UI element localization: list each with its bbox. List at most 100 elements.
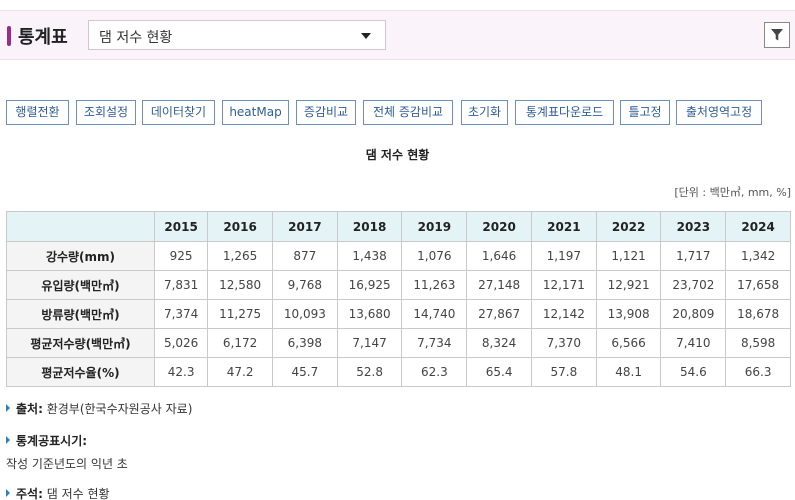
year-header: 2021 bbox=[530, 211, 597, 242]
table-cell: 18,678 bbox=[725, 299, 791, 329]
table-cell: 23,702 bbox=[660, 270, 727, 300]
publish-label: 통계공표시기: bbox=[16, 434, 88, 448]
table-row: 방류량(백만㎥) 7,374 11,275 10,093 13,680 14,7… bbox=[6, 299, 791, 329]
toolbar-button-transpose[interactable]: 행렬전환 bbox=[6, 100, 69, 125]
table-cell: 7,831 bbox=[153, 270, 209, 300]
table-cell: 52.8 bbox=[336, 357, 403, 387]
table-cell: 65.4 bbox=[466, 357, 532, 387]
table-cell: 12,580 bbox=[207, 270, 273, 300]
year-header: 2019 bbox=[401, 211, 468, 242]
chevron-down-icon bbox=[361, 33, 371, 39]
toolbar-button-find-data[interactable]: 데이터찾기 bbox=[142, 100, 215, 125]
toolbar-button-compare[interactable]: 증감비교 bbox=[296, 100, 356, 125]
table-cell: 10,093 bbox=[271, 299, 338, 329]
filter-icon bbox=[771, 29, 783, 41]
title-accent-bar bbox=[7, 26, 11, 46]
table-cell: 57.8 bbox=[530, 357, 597, 387]
bullet-arrow-icon bbox=[6, 404, 10, 412]
source-label: 출처: bbox=[16, 402, 43, 416]
table-cell: 9,768 bbox=[271, 270, 338, 300]
table-cell: 48.1 bbox=[595, 357, 662, 387]
table-cell: 1,265 bbox=[207, 241, 273, 271]
table-cell: 27,867 bbox=[466, 299, 532, 329]
bullet-arrow-icon bbox=[6, 489, 10, 497]
table-cell: 1,121 bbox=[595, 241, 662, 271]
table-cell: 27,148 bbox=[466, 270, 532, 300]
table-title: 댐 저수 현황 bbox=[365, 148, 430, 162]
row-label: 방류량(백만㎥) bbox=[6, 299, 155, 329]
table-cell: 8,324 bbox=[466, 328, 532, 358]
table-cell: 877 bbox=[271, 241, 338, 271]
publish-note: 통계공표시기: bbox=[6, 432, 87, 449]
page-title: 통계표 bbox=[18, 27, 68, 48]
publish-value: 작성 기준년도의 익년 초 bbox=[6, 457, 128, 471]
table-cell: 7,370 bbox=[530, 328, 597, 358]
stats-table: 2015 2016 2017 2018 2019 2020 2021 2022 … bbox=[6, 211, 791, 387]
table-cell: 13,908 bbox=[595, 299, 662, 329]
row-label: 평균저수율(%) bbox=[6, 357, 155, 387]
table-row: 평균저수량(백만㎥) 5,026 6,172 6,398 7,147 7,734… bbox=[6, 328, 791, 358]
table-cell: 11,275 bbox=[207, 299, 273, 329]
table-cell: 20,809 bbox=[660, 299, 727, 329]
table-cell: 62.3 bbox=[401, 357, 468, 387]
table-cell: 1,646 bbox=[466, 241, 532, 271]
row-label: 유입량(백만㎥) bbox=[6, 270, 155, 300]
table-cell: 1,717 bbox=[660, 241, 727, 271]
table-cell: 12,171 bbox=[530, 270, 597, 300]
bullet-arrow-icon bbox=[6, 436, 10, 444]
toolbar-button-reset[interactable]: 초기화 bbox=[461, 100, 508, 125]
table-cell: 6,172 bbox=[207, 328, 273, 358]
table-cell: 42.3 bbox=[153, 357, 209, 387]
table-cell: 12,921 bbox=[595, 270, 662, 300]
source-note: 출처: 환경부(한국수자원공사 자료) bbox=[6, 400, 192, 417]
table-cell: 7,147 bbox=[336, 328, 403, 358]
toolbar-button-freeze[interactable]: 틀고정 bbox=[620, 100, 670, 125]
table-cell: 1,342 bbox=[725, 241, 791, 271]
table-row: 유입량(백만㎥) 7,831 12,580 9,768 16,925 11,26… bbox=[6, 270, 791, 300]
toolbar-button-compare-all[interactable]: 전체 증감비교 bbox=[363, 100, 453, 125]
year-header: 2015 bbox=[153, 211, 209, 242]
table-header-row: 2015 2016 2017 2018 2019 2020 2021 2022 … bbox=[6, 211, 791, 242]
table-cell: 1,438 bbox=[336, 241, 403, 271]
row-label: 평균저수량(백만㎥) bbox=[6, 328, 155, 358]
toolbar-button-download[interactable]: 통계표다운로드 bbox=[515, 100, 614, 125]
toolbar-button-heatmap[interactable]: heatMap bbox=[222, 100, 289, 125]
year-header: 2017 bbox=[271, 211, 338, 242]
year-header: 2018 bbox=[336, 211, 403, 242]
table-row: 평균저수율(%) 42.3 47.2 45.7 52.8 62.3 65.4 5… bbox=[6, 357, 791, 387]
table-cell: 45.7 bbox=[271, 357, 338, 387]
table-cell: 7,734 bbox=[401, 328, 468, 358]
remark-label: 주석: bbox=[16, 487, 43, 500]
table-row: 강수량(mm) 925 1,265 877 1,438 1,076 1,646 … bbox=[6, 241, 791, 271]
table-select-value: 댐 저수 현황 bbox=[99, 30, 173, 46]
header-bar: 통계표 댐 저수 현황 bbox=[0, 10, 795, 60]
header-corner-cell bbox=[6, 211, 155, 242]
table-cell: 6,398 bbox=[271, 328, 338, 358]
table-cell: 16,925 bbox=[336, 270, 403, 300]
table-cell: 12,142 bbox=[530, 299, 597, 329]
year-header: 2016 bbox=[207, 211, 273, 242]
table-cell: 8,598 bbox=[725, 328, 791, 358]
row-label: 강수량(mm) bbox=[6, 241, 155, 271]
unit-label: [단위 : 백만㎥, mm, %] bbox=[674, 186, 791, 199]
table-cell: 11,263 bbox=[401, 270, 468, 300]
table-cell: 17,658 bbox=[725, 270, 791, 300]
filter-button[interactable] bbox=[764, 22, 790, 48]
source-value: 환경부(한국수자원공사 자료) bbox=[46, 402, 193, 416]
table-cell: 6,566 bbox=[595, 328, 662, 358]
year-header: 2022 bbox=[595, 211, 662, 242]
table-cell: 1,076 bbox=[401, 241, 468, 271]
table-cell: 14,740 bbox=[401, 299, 468, 329]
table-cell: 66.3 bbox=[725, 357, 791, 387]
remark-value: 댐 저수 현황 bbox=[46, 487, 110, 500]
table-cell: 47.2 bbox=[207, 357, 273, 387]
year-header: 2023 bbox=[660, 211, 727, 242]
table-cell: 54.6 bbox=[660, 357, 727, 387]
table-cell: 7,374 bbox=[153, 299, 209, 329]
toolbar-button-freeze-source[interactable]: 출처영역고정 bbox=[676, 100, 762, 125]
table-cell: 1,197 bbox=[530, 241, 597, 271]
table-cell: 5,026 bbox=[153, 328, 209, 358]
toolbar-button-query-settings[interactable]: 조회설정 bbox=[76, 100, 136, 125]
table-cell: 925 bbox=[153, 241, 209, 271]
table-select-dropdown[interactable]: 댐 저수 현황 bbox=[88, 20, 386, 50]
